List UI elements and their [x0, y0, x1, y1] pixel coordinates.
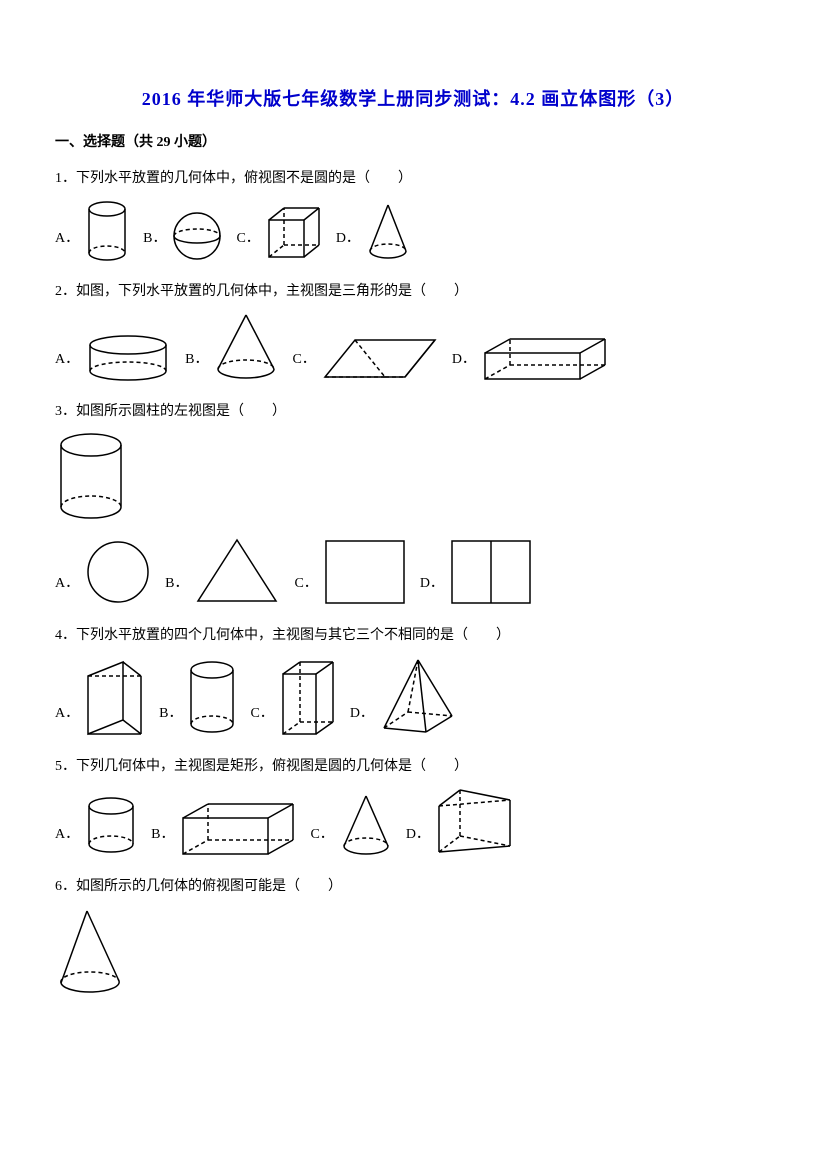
q2-option-a-label: A． [55, 349, 79, 383]
question-1-text: 1．下列水平放置的几何体中，俯视图不是圆的是（ ） [55, 168, 771, 190]
q5-option-c-label: C． [310, 824, 333, 858]
q3-option-c-label: C． [294, 573, 317, 607]
cone-icon [338, 792, 394, 858]
triangular-prism-upright-icon [434, 786, 516, 858]
split-rectangle-icon [448, 537, 534, 607]
q1-option-b-label: B． [143, 228, 166, 262]
question-6-text: 6．如图所示的几何体的俯视图可能是（ ） [55, 876, 771, 898]
q1-option-a-label: A． [55, 228, 79, 262]
page-title: 2016 年华师大版七年级数学上册同步测试：4.2 画立体图形（3） [55, 85, 771, 114]
cuboid-vertical-icon [278, 658, 338, 738]
triangular-prism-vertical-icon [83, 658, 147, 738]
question-4-text: 4．下列水平放置的四个几何体中，主视图与其它三个不相同的是（ ） [55, 625, 771, 647]
question-3-options: A． B． C． D． [55, 535, 771, 607]
cylinder-icon [83, 199, 131, 263]
rectangular-prism-icon [480, 335, 610, 383]
cone-icon [364, 201, 412, 263]
question-2-options: A． B． [55, 311, 771, 383]
q3-cylinder-figure [55, 431, 771, 523]
cube-icon [264, 205, 324, 263]
q2-option-b-label: B． [185, 349, 208, 383]
rectangle-icon [322, 537, 408, 607]
section-header: 一、选择题（共 29 小题） [55, 132, 771, 154]
q2-option-d-label: D． [452, 349, 476, 383]
cylinder-icon [83, 794, 139, 858]
pyramid-icon [378, 656, 458, 738]
question-3-text: 3．如图所示圆柱的左视图是（ ） [55, 401, 771, 423]
question-2-text: 2．如图，下列水平放置的几何体中，主视图是三角形的是（ ） [55, 281, 771, 303]
question-5: 5．下列几何体中，主视图是矩形，俯视图是圆的几何体是（ ） A． B． [55, 756, 771, 858]
q2-option-c-label: C． [292, 349, 315, 383]
question-2: 2．如图，下列水平放置的几何体中，主视图是三角形的是（ ） A． B． [55, 281, 771, 383]
question-4: 4．下列水平放置的四个几何体中，主视图与其它三个不相同的是（ ） A． B． [55, 625, 771, 737]
q5-option-d-label: D． [406, 824, 430, 858]
question-5-options: A． B． [55, 786, 771, 858]
q5-option-b-label: B． [151, 824, 174, 858]
q1-option-c-label: C． [236, 228, 259, 262]
question-3: 3．如图所示圆柱的左视图是（ ） A． B． C． [55, 401, 771, 607]
q5-option-a-label: A． [55, 824, 79, 858]
circle-icon [83, 537, 153, 607]
q3-option-b-label: B． [165, 573, 188, 607]
question-1: 1．下列水平放置的几何体中，俯视图不是圆的是（ ） A． B． [55, 168, 771, 262]
q4-option-b-label: B． [159, 703, 182, 737]
q4-option-c-label: C． [250, 703, 273, 737]
q4-option-d-label: D． [350, 703, 374, 737]
q6-cone-figure [55, 907, 771, 999]
cylinder-icon [186, 658, 238, 738]
q3-option-a-label: A． [55, 573, 79, 607]
question-4-options: A． B． [55, 656, 771, 738]
triangle-icon [192, 535, 282, 607]
sphere-icon [170, 209, 224, 263]
question-5-text: 5．下列几何体中，主视图是矩形，俯视图是圆的几何体是（ ） [55, 756, 771, 778]
q4-option-a-label: A． [55, 703, 79, 737]
question-6: 6．如图所示的几何体的俯视图可能是（ ） [55, 876, 771, 998]
q1-option-d-label: D． [336, 228, 360, 262]
cuboid-horizontal-icon [178, 800, 298, 858]
triangular-prism-icon [320, 335, 440, 383]
flat-cylinder-icon [83, 333, 173, 383]
cone-icon [212, 311, 280, 383]
q3-option-d-label: D． [420, 573, 444, 607]
question-1-options: A． B． C． [55, 199, 771, 263]
